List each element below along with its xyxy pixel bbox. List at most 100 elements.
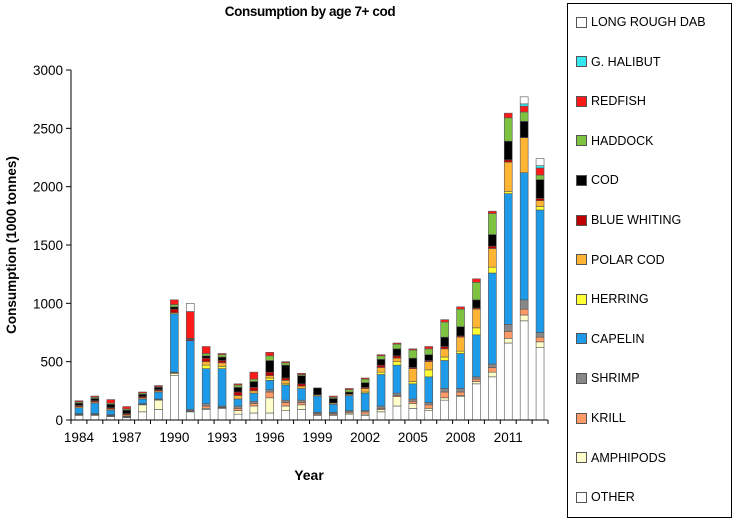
bar-1998-redfish bbox=[297, 373, 306, 375]
bar-2011-capelin bbox=[503, 193, 513, 325]
bar-1996-amphipods bbox=[265, 397, 275, 414]
chart-plot: 0 500 1000 1500 2000 2500 3000 1984 1987 1990 199… bbox=[4, 63, 549, 483]
legend-item-capelin: CAPELIN bbox=[576, 331, 645, 347]
bar-1996-other bbox=[265, 412, 275, 421]
x-tick-label: 2005 bbox=[398, 430, 428, 445]
bar-1990-redfish bbox=[170, 299, 179, 305]
bar-2008-krill bbox=[456, 391, 465, 396]
bar-1989-capelin bbox=[154, 391, 163, 400]
bar-2005-haddock bbox=[408, 349, 418, 359]
bar-1994-polar-cod bbox=[233, 395, 243, 400]
bar-2011-haddock bbox=[503, 117, 513, 142]
legend-swatch bbox=[576, 135, 587, 147]
bar-1996-cod bbox=[265, 360, 275, 373]
bar-2011-redfish bbox=[503, 112, 513, 119]
bar-2004-blue-whiting bbox=[392, 355, 402, 359]
bar-2010-cod bbox=[488, 234, 497, 247]
bar-1993-blue-whiting bbox=[217, 360, 227, 364]
bar-2005-cod bbox=[408, 357, 418, 368]
bar-2009-krill bbox=[472, 378, 481, 382]
bar-2008-polar-cod bbox=[456, 336, 465, 352]
legend-item-other: OTHER bbox=[576, 489, 635, 505]
bar-2006-other bbox=[424, 410, 434, 421]
legend-swatch bbox=[576, 491, 587, 503]
bar-2005-other bbox=[408, 408, 418, 421]
legend-swatch bbox=[576, 293, 587, 305]
legend-swatch bbox=[576, 452, 587, 464]
bar-2010-redfish bbox=[488, 210, 497, 214]
legend-swatch bbox=[576, 174, 587, 186]
bar-2013-blue-whiting bbox=[535, 198, 545, 201]
bar-1986-other bbox=[106, 416, 116, 421]
bar-1999-other bbox=[313, 415, 322, 421]
bar-1992-haddock bbox=[201, 353, 211, 357]
bar-2005-herring bbox=[408, 381, 418, 385]
legend-item-cod: COD bbox=[576, 172, 619, 188]
bar-2009-herring bbox=[472, 327, 481, 336]
bar-2002-capelin bbox=[360, 392, 370, 411]
bar-1986-capelin bbox=[106, 409, 116, 416]
bar-2013-long-rough-dab bbox=[535, 158, 545, 166]
legend-item-redfish: REDFISH bbox=[576, 93, 646, 109]
bar-1986-cod bbox=[106, 403, 116, 409]
bar-2004-cod bbox=[392, 348, 402, 357]
bar-2001-redfish bbox=[344, 388, 354, 390]
bar-1985-redfish bbox=[90, 395, 100, 398]
bar-2006-herring bbox=[424, 369, 434, 378]
y-tick-label: 2500 bbox=[33, 121, 63, 136]
bar-2006-capelin bbox=[424, 376, 434, 403]
bar-1993-capelin bbox=[217, 368, 227, 407]
y-tick-label: 1500 bbox=[33, 238, 63, 253]
bar-2003-amphipods bbox=[376, 409, 386, 413]
y-tick-label: 500 bbox=[40, 355, 63, 370]
bar-1990-cod bbox=[170, 306, 179, 310]
bar-2007-haddock bbox=[440, 321, 449, 338]
chart-title: Consumption by age 7+ cod bbox=[224, 4, 396, 19]
bar-1994-blue-whiting bbox=[233, 391, 243, 396]
bar-2011-shrimp bbox=[503, 324, 513, 332]
bar-2012-long-rough-dab bbox=[519, 96, 529, 105]
bar-1988-capelin bbox=[138, 398, 147, 404]
bar-1993-cod bbox=[217, 356, 227, 361]
bar-1985-capelin bbox=[90, 402, 100, 414]
x-tick-label: 1984 bbox=[64, 430, 95, 445]
bar-2008-shrimp bbox=[456, 388, 465, 393]
bar-2010-other bbox=[488, 376, 497, 421]
legend-swatch bbox=[576, 254, 587, 266]
bar-1989-other bbox=[154, 409, 163, 421]
bar-2006-redfish bbox=[424, 346, 434, 350]
bar-1998-shrimp bbox=[297, 399, 306, 403]
bar-2007-polar-cod bbox=[440, 348, 449, 358]
legend-label: HERRING bbox=[591, 292, 649, 307]
bar-2003-herring bbox=[376, 371, 386, 375]
legend-item-herring: HERRING bbox=[576, 291, 649, 307]
bar-1995-haddock bbox=[249, 378, 259, 382]
bar-1992-blue-whiting bbox=[201, 357, 211, 362]
bar-2012-shrimp bbox=[519, 299, 529, 310]
bar-1997-cod bbox=[281, 364, 290, 379]
bar-1995-amphipods bbox=[249, 405, 259, 414]
bar-2008-cod bbox=[456, 326, 465, 337]
bar-1994-haddock bbox=[233, 384, 243, 388]
bar-2002-haddock bbox=[360, 378, 370, 383]
bar-2004-herring bbox=[392, 361, 402, 366]
y-tick-label: 2000 bbox=[33, 180, 63, 195]
bar-2009-haddock bbox=[472, 282, 481, 301]
bar-2005-amphipods bbox=[408, 403, 418, 409]
bar-1991-other bbox=[185, 411, 195, 421]
bar-2008-redfish bbox=[456, 306, 465, 310]
bar-2006-shrimp bbox=[424, 402, 434, 406]
bar-1997-other bbox=[281, 410, 290, 421]
bar-2008-other bbox=[456, 396, 465, 421]
bar-1996-redfish bbox=[265, 352, 275, 357]
bar-2001-capelin bbox=[344, 395, 354, 411]
bar-1992-polar-cod bbox=[201, 361, 211, 366]
bar-1996-polar-cod bbox=[265, 375, 275, 379]
y-tick-label: 3000 bbox=[33, 63, 63, 78]
bar-1992-herring bbox=[201, 364, 211, 369]
bar-1997-haddock bbox=[281, 362, 290, 366]
bar-2007-cod bbox=[440, 336, 449, 347]
bar-2012-g-halibut bbox=[519, 103, 529, 107]
bar-2006-krill bbox=[424, 404, 434, 409]
bar-2004-other bbox=[392, 405, 402, 421]
